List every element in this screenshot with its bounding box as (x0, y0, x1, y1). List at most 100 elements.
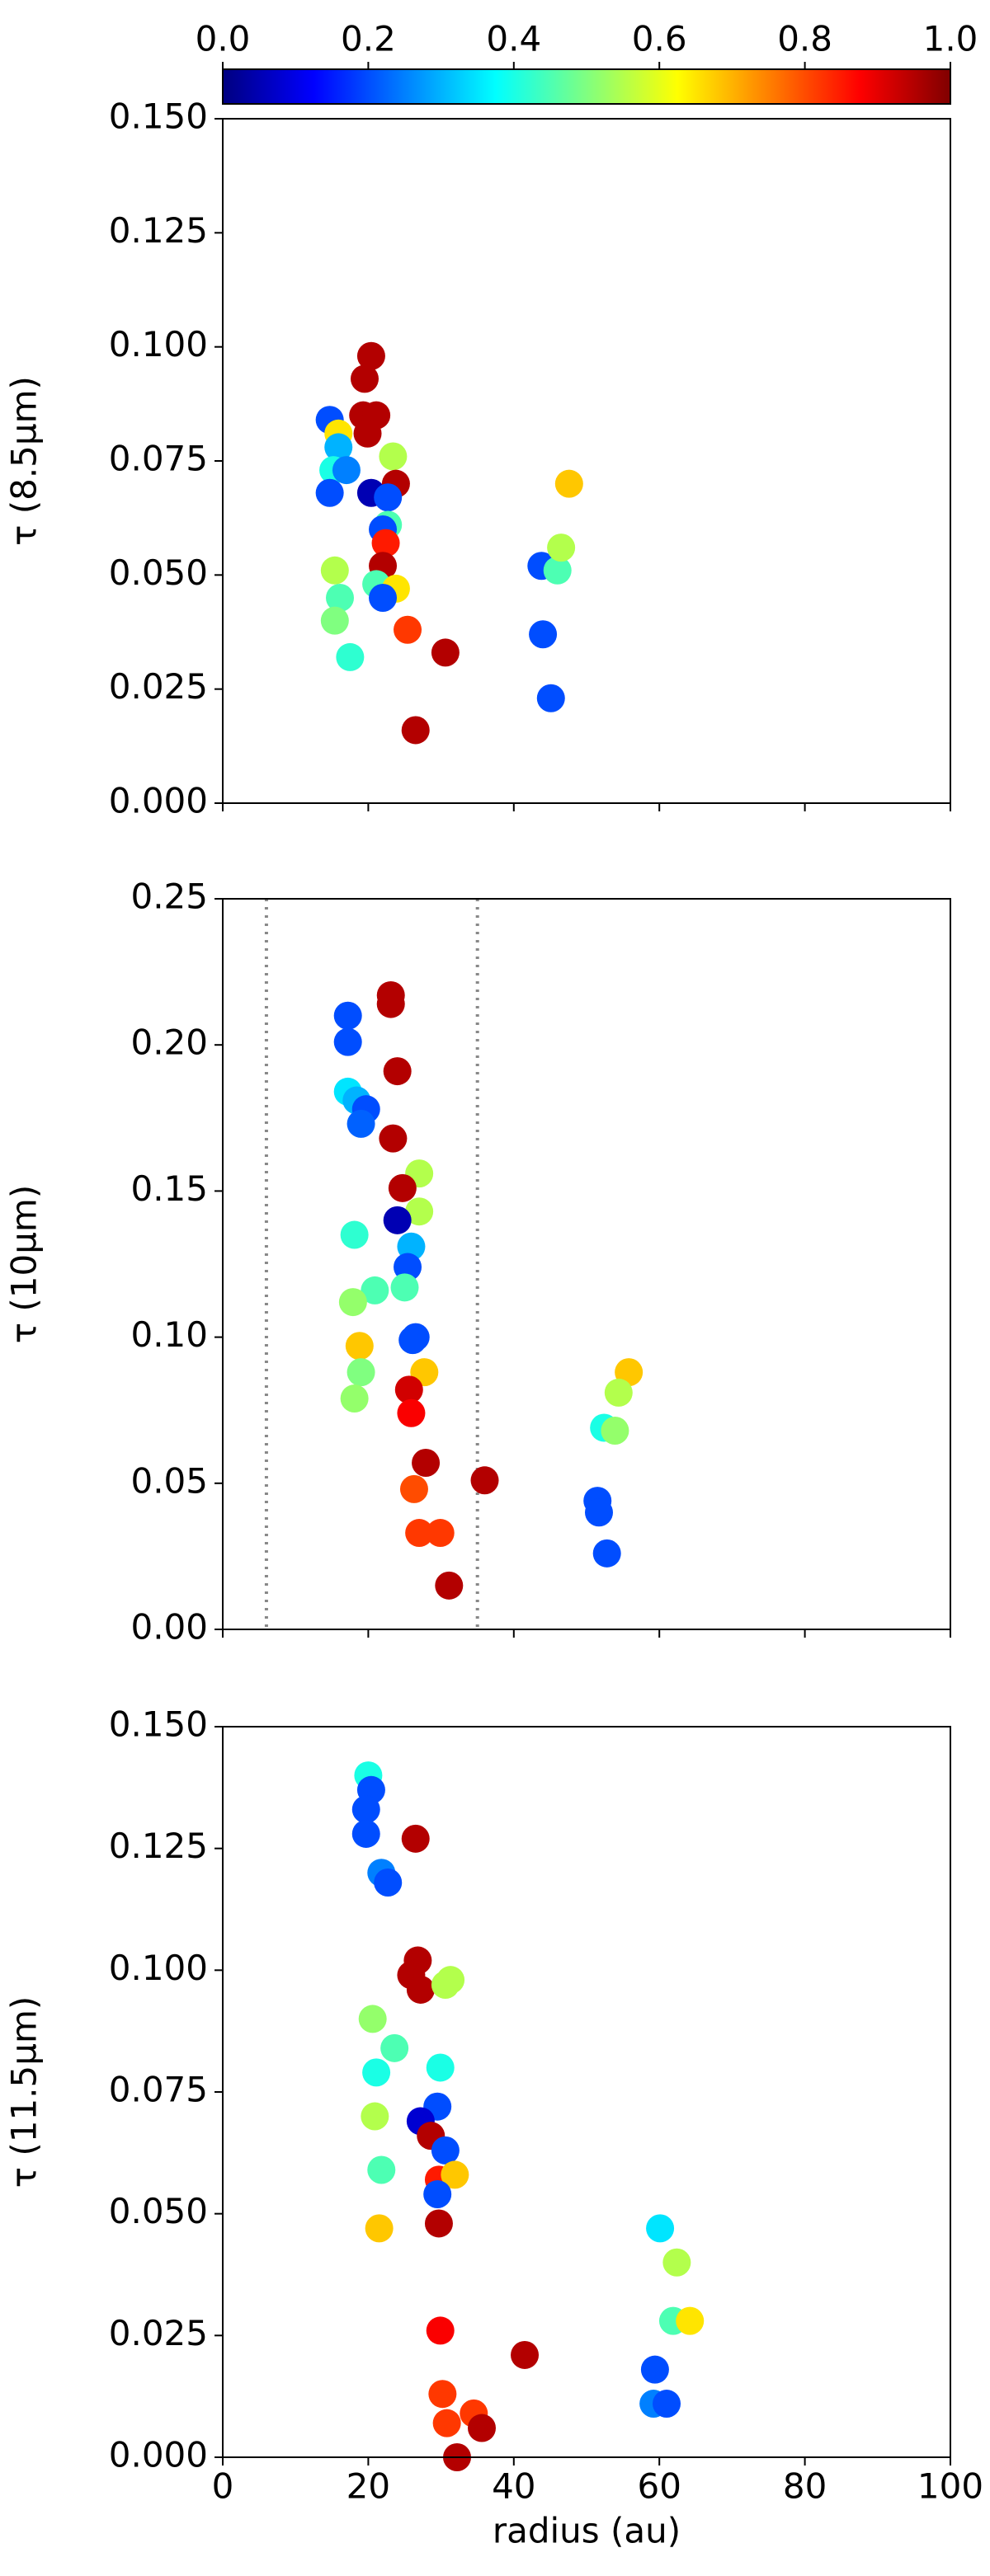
data-point (640, 2355, 669, 2384)
y-tick-label: 0.000 (109, 2435, 208, 2475)
data-point (406, 1975, 435, 2004)
y-tick-label: 0.05 (130, 1460, 208, 1501)
data-point (431, 638, 460, 667)
data-point (394, 615, 422, 644)
data-point (315, 478, 344, 507)
x-tick-label: 20 (346, 2466, 390, 2507)
data-point (383, 1206, 412, 1234)
data-point (340, 1384, 369, 1413)
data-point (374, 483, 403, 512)
x-tick-label: 80 (783, 2466, 827, 2507)
y-tick-label: 0.10 (130, 1314, 208, 1355)
data-point (426, 2053, 455, 2082)
data-point (333, 1001, 362, 1030)
data-point (320, 606, 349, 635)
data-point (401, 1824, 430, 1853)
data-point (405, 1519, 434, 1548)
data-point (547, 534, 576, 562)
data-point (584, 1498, 613, 1527)
data-point (376, 990, 405, 1018)
data-point (320, 556, 349, 585)
data-point (338, 1288, 367, 1317)
data-point (374, 1869, 403, 1897)
data-point (351, 1795, 380, 1824)
data-point (346, 1109, 375, 1138)
data-point (432, 2409, 461, 2437)
y-tick-label: 0.150 (109, 1704, 208, 1745)
data-point (326, 584, 355, 612)
y-tick-label: 0.050 (109, 552, 208, 593)
data-point (380, 2033, 409, 2062)
y-tick-label: 0.075 (109, 2070, 208, 2110)
colorbar-tick-label: 1.0 (923, 19, 978, 59)
data-point (511, 2340, 540, 2369)
y-axis-label: τ (10µm) (4, 1185, 45, 1344)
y-axis-label: τ (11.5µm) (4, 1996, 45, 2188)
data-point (592, 1539, 621, 1568)
colorbar-tick-label: 0.2 (341, 19, 396, 59)
data-point (431, 1971, 460, 2000)
data-point (405, 1197, 434, 1226)
data-point (369, 584, 398, 612)
data-point (426, 1519, 455, 1548)
data-point (365, 2214, 394, 2243)
x-tick-label: 0 (212, 2466, 234, 2507)
data-point (423, 2180, 452, 2209)
colorbar-tick-label: 0.8 (777, 19, 832, 59)
data-point (379, 1124, 408, 1153)
data-point (345, 1332, 374, 1361)
x-tick-label: 100 (917, 2466, 983, 2507)
data-point (351, 1819, 380, 1848)
data-point (340, 1220, 369, 1249)
data-point (467, 2414, 496, 2442)
data-point (441, 2160, 469, 2189)
data-point (324, 433, 353, 462)
data-point (470, 1466, 499, 1495)
y-tick-label: 0.025 (109, 666, 208, 707)
y-tick-label: 0.050 (109, 2191, 208, 2231)
plot-frame (222, 1726, 951, 2458)
data-point (336, 642, 365, 671)
data-point (358, 2005, 387, 2033)
y-tick-label: 0.25 (130, 877, 208, 917)
x-axis-label: radius (au) (493, 2511, 681, 2551)
data-point (353, 419, 382, 448)
plot-frame (222, 118, 951, 804)
colorbar (222, 68, 951, 105)
y-tick-label: 0.025 (109, 2313, 208, 2353)
data-point (371, 529, 400, 557)
data-point (604, 1378, 633, 1407)
data-point (412, 1448, 441, 1477)
data-point (397, 1398, 426, 1427)
data-point (653, 2390, 681, 2419)
y-tick-label: 0.15 (130, 1168, 208, 1209)
data-point (424, 2209, 453, 2238)
data-point (543, 556, 572, 585)
data-point (529, 620, 558, 649)
y-tick-label: 0.100 (109, 324, 208, 364)
data-point (536, 684, 565, 712)
data-point (426, 2316, 455, 2345)
data-point (399, 1474, 428, 1503)
plot-frame (222, 898, 951, 1630)
data-point (383, 1057, 412, 1086)
colorbar-tick-label: 0.4 (486, 19, 541, 59)
y-tick-label: 0.150 (109, 96, 208, 137)
data-point (398, 1326, 427, 1355)
colorbar-tick-label: 0.0 (196, 19, 251, 59)
data-point (646, 2214, 675, 2243)
data-point (601, 1417, 629, 1445)
y-tick-label: 0.075 (109, 439, 208, 479)
y-tick-label: 0.20 (130, 1022, 208, 1063)
data-point (346, 1358, 375, 1387)
data-point (394, 1253, 422, 1281)
data-point (394, 1375, 423, 1404)
data-point (388, 1173, 417, 1202)
data-point (332, 456, 361, 485)
data-point (428, 2380, 457, 2409)
data-point (361, 2102, 389, 2131)
y-tick-label: 0.125 (109, 1826, 208, 1866)
y-tick-label: 0.00 (130, 1607, 208, 1648)
data-point (390, 1273, 419, 1302)
